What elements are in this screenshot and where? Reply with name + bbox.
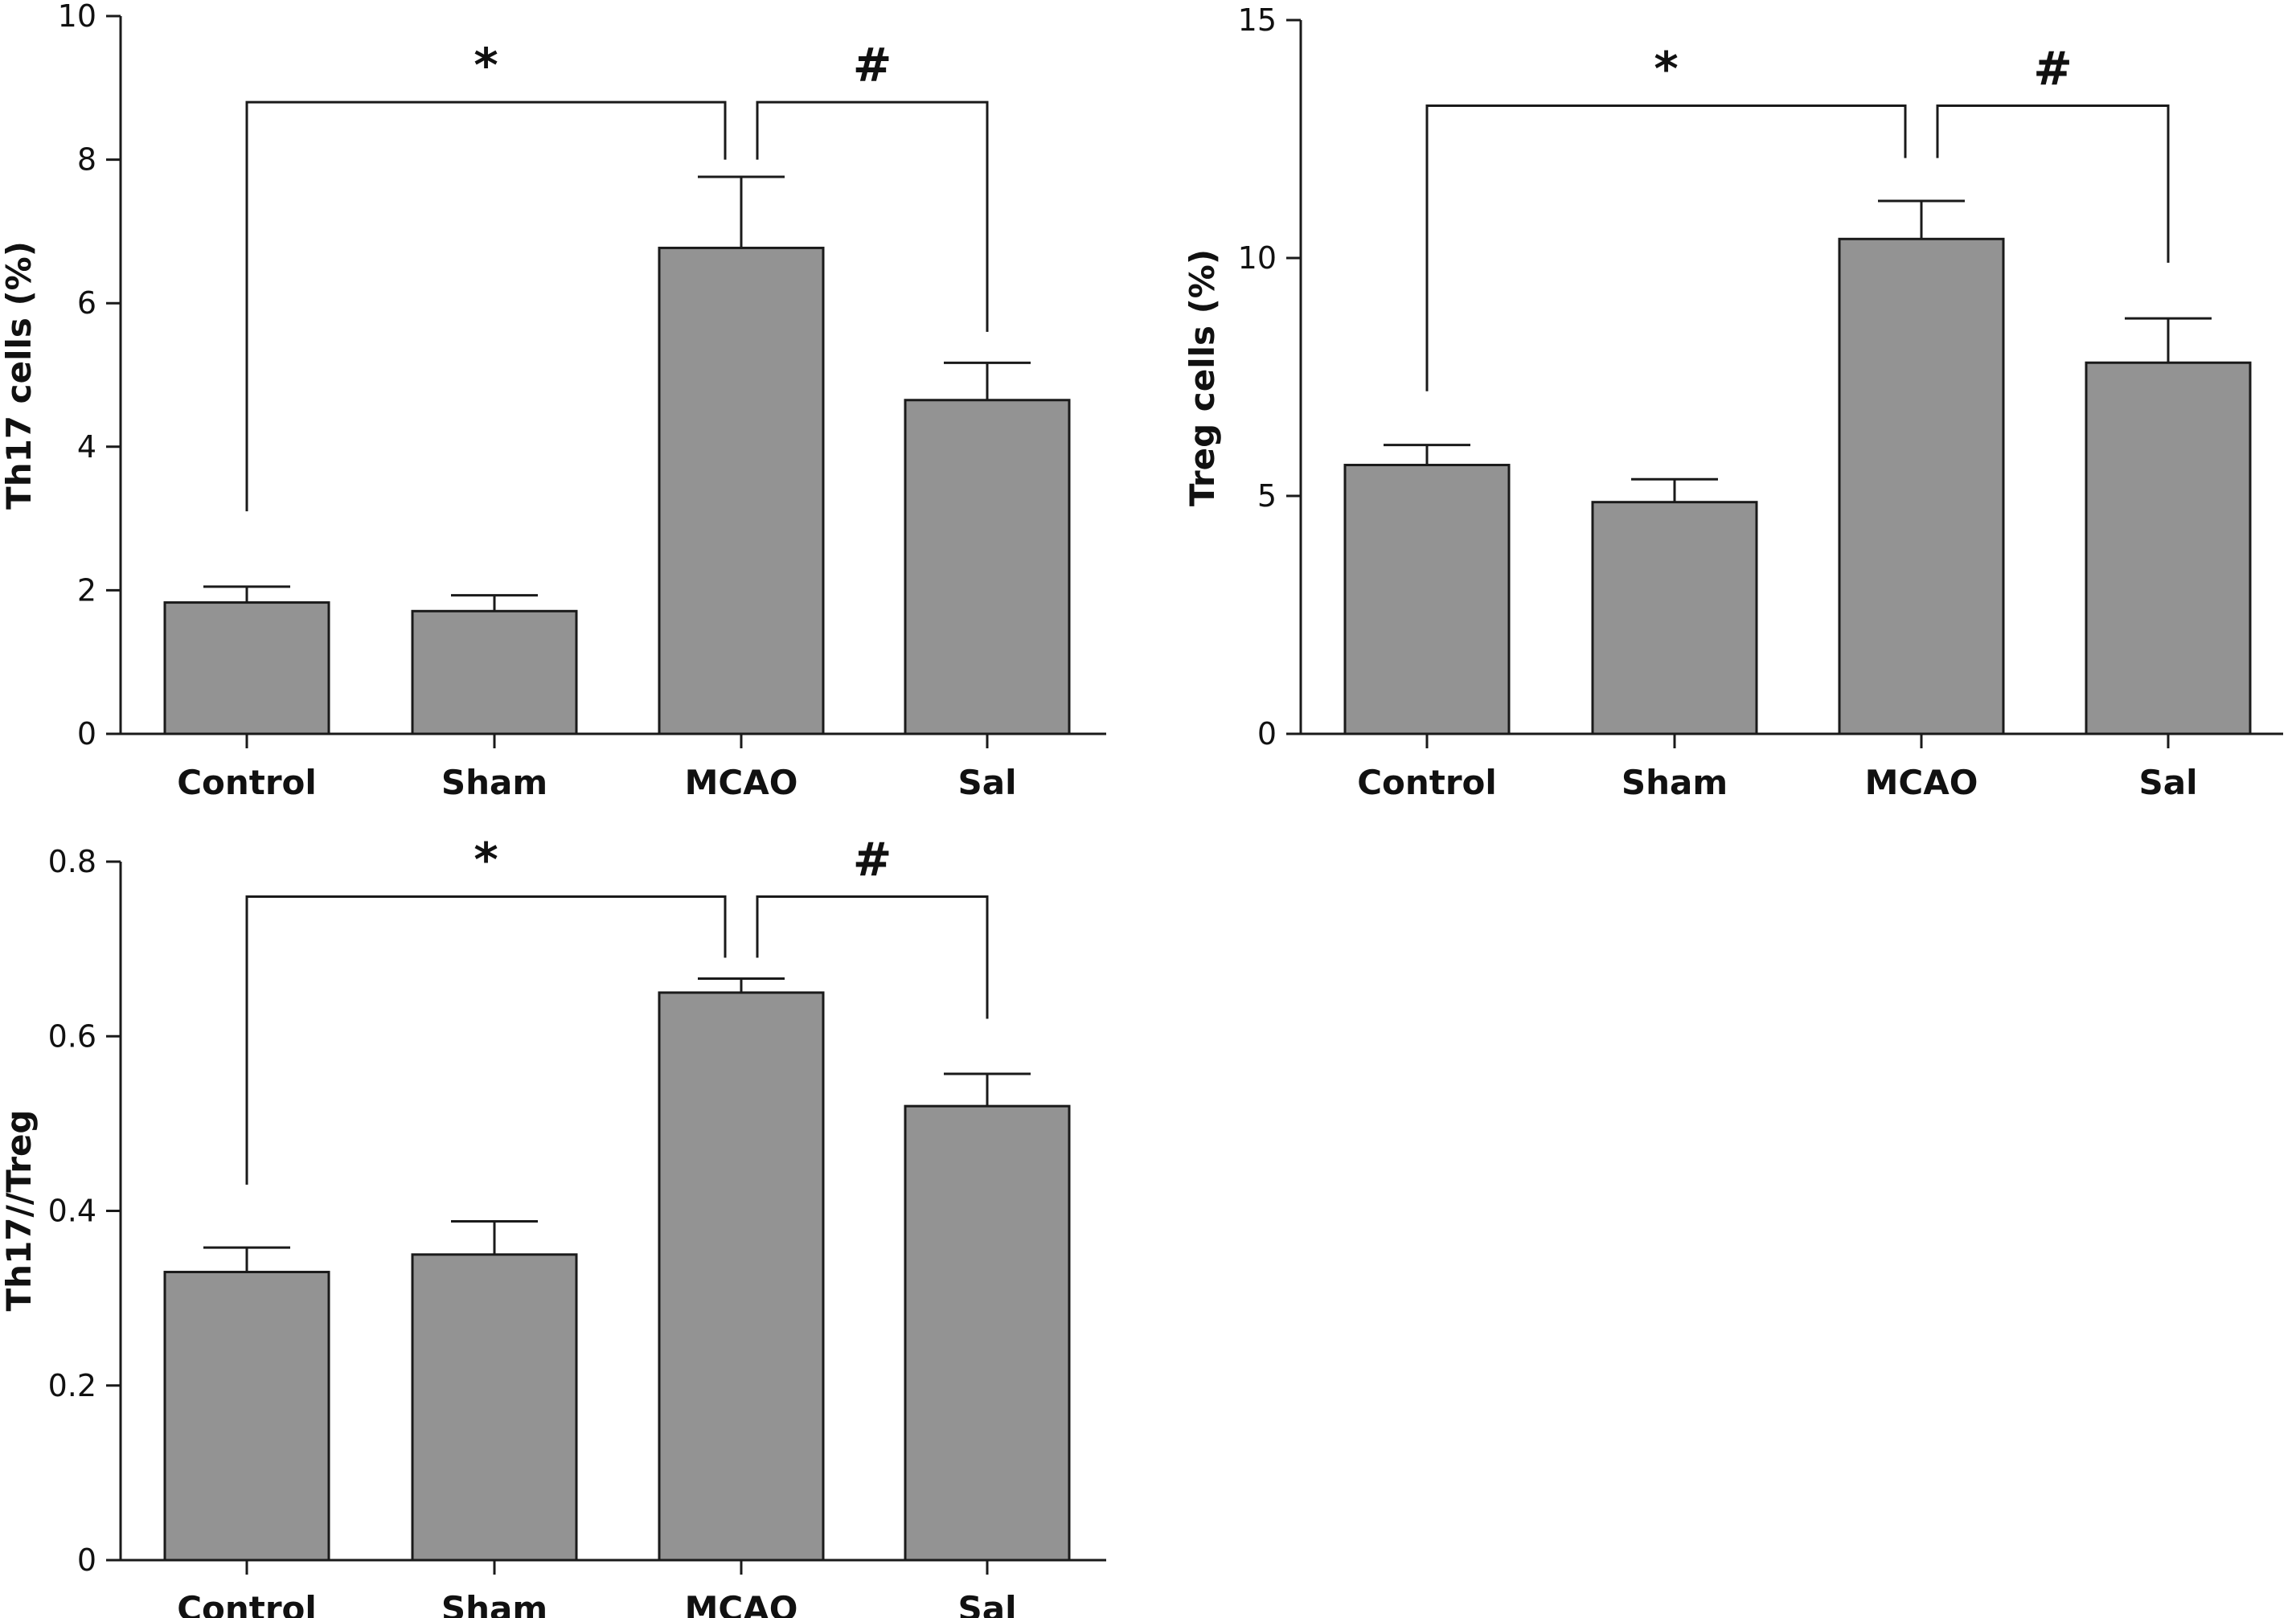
significance-bracket <box>245 895 727 1185</box>
bar-sal <box>2085 361 2252 735</box>
bar-control <box>163 601 330 735</box>
panel-th17-cells: 0 2 4 6 8 10 Th17 cells (%) Control Sham MCAO Sal *… <box>0 0 1106 802</box>
bar-sal <box>904 1104 1071 1562</box>
significance-bracket <box>1936 104 2170 263</box>
bar-sal <box>904 399 1071 735</box>
significance-asterisk: * <box>1654 42 1678 96</box>
category-label-control: Control <box>177 1589 317 1618</box>
y-tick-label: 8 <box>77 142 96 178</box>
y-axis-title: Treg cells (%) <box>1183 249 1222 506</box>
significance-hash: # <box>853 38 892 92</box>
bar-control <box>1343 464 1511 735</box>
y-tick-label: 4 <box>77 429 96 465</box>
bar-control <box>163 1271 330 1562</box>
bar-sham <box>1591 501 1758 735</box>
bar-mcao <box>658 991 825 1562</box>
bar-sham <box>411 1253 578 1562</box>
category-label-sham: Sham <box>441 763 547 802</box>
y-tick-label: 2 <box>77 572 96 608</box>
significance-bracket <box>756 895 989 1019</box>
significance-asterisk: * <box>474 38 498 92</box>
y-tick-label: 6 <box>77 285 96 321</box>
significance-bracket <box>1425 104 1907 391</box>
category-label-mcao: MCAO <box>685 763 798 802</box>
panel-treg-cells: 0 5 10 15 Treg cells (%) Control Sham MCAO Sal * # <box>1183 2 2283 802</box>
category-label-control: Control <box>177 763 317 802</box>
y-axis-title: Th17 cells (%) <box>0 241 39 510</box>
y-tick-label: 0.4 <box>48 1194 96 1229</box>
category-label-sal: Sal <box>2139 763 2198 802</box>
panel-th17-treg-ratio: 0 0.2 0.4 0.6 0.8 Th17//Treg Control Sham MCAO Sa… <box>0 832 1106 1618</box>
y-tick-label: 10 <box>1238 240 1277 276</box>
bar-mcao <box>658 246 825 735</box>
y-tick-label: 0.6 <box>48 1018 96 1054</box>
y-tick-label: 0.2 <box>48 1368 96 1403</box>
significance-hash: # <box>853 832 892 887</box>
significance-bracket <box>756 100 989 332</box>
category-label-sal: Sal <box>958 763 1017 802</box>
y-tick-label: 0 <box>1257 716 1277 752</box>
significance-hash: # <box>2033 42 2073 96</box>
bar-mcao <box>1838 237 2005 735</box>
y-tick-label: 0 <box>77 1542 96 1578</box>
y-tick-label: 5 <box>1257 478 1277 514</box>
y-tick-label: 15 <box>1238 2 1277 38</box>
category-label-sham: Sham <box>1622 763 1728 802</box>
significance-bracket <box>245 100 727 512</box>
category-label-control: Control <box>1357 763 1497 802</box>
y-tick-label: 0.8 <box>48 844 96 879</box>
category-label-sham: Sham <box>441 1589 547 1618</box>
category-label-mcao: MCAO <box>1865 763 1978 802</box>
y-tick-label: 10 <box>58 0 96 34</box>
category-label-sal: Sal <box>958 1589 1017 1618</box>
bar-sham <box>411 609 578 735</box>
y-axis-title: Th17//Treg <box>0 1110 39 1312</box>
category-label-mcao: MCAO <box>685 1589 798 1618</box>
y-tick-label: 0 <box>77 716 96 752</box>
significance-asterisk: * <box>474 832 498 887</box>
